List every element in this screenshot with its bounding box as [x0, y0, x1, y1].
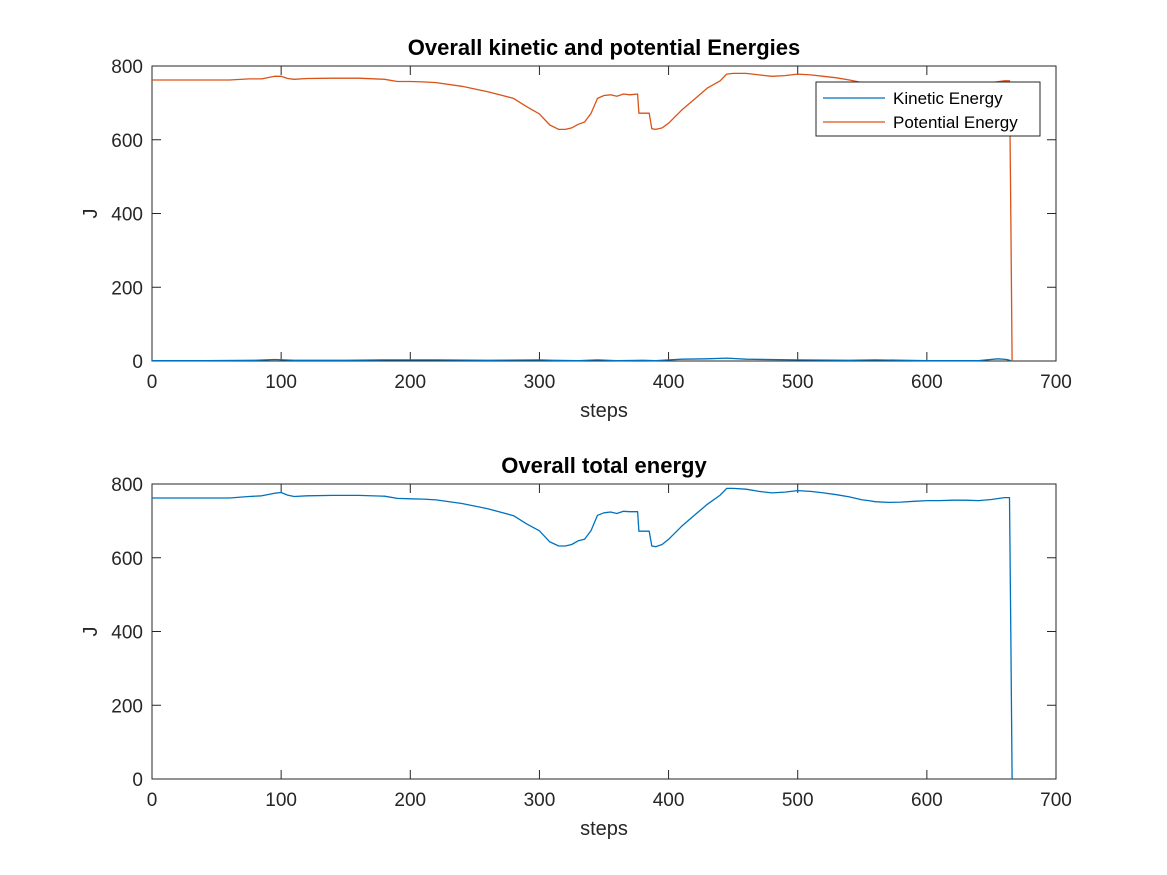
- x-tick-label: 600: [911, 372, 943, 393]
- x-tick-label: 100: [265, 790, 297, 811]
- x-tick-label: 400: [653, 790, 685, 811]
- plot-area: [151, 483, 1057, 780]
- legend: Kinetic Energy Potential Energy: [815, 81, 1041, 137]
- y-tick-label: 400: [111, 205, 143, 226]
- x-tick-label: 700: [1040, 372, 1072, 393]
- axis-ticks: 0 100 200 300 400 500 600 700 0 200 400 600 800: [111, 475, 1072, 811]
- x-axis-label: steps: [580, 400, 628, 422]
- y-tick-label: 600: [111, 549, 143, 570]
- axis-ticks: 0 100 200 300 400 500 600 700 0 200 400 600 800: [111, 57, 1072, 393]
- y-tick-label: 400: [111, 623, 143, 644]
- x-tick-label: 200: [394, 372, 426, 393]
- x-axis-label: steps: [580, 818, 628, 840]
- x-tick-label: 400: [653, 372, 685, 393]
- x-tick-label: 100: [265, 372, 297, 393]
- chart-title: Overall kinetic and potential Energies: [408, 35, 800, 60]
- x-tick-label: 200: [394, 790, 426, 811]
- chart-title: Overall total energy: [501, 453, 707, 478]
- x-tick-label: 500: [782, 790, 814, 811]
- y-tick-label: 800: [111, 475, 143, 496]
- series-line-0: [152, 357, 1013, 362]
- y-axis-label: J: [80, 627, 102, 637]
- kinetic-potential-subplot: Overall kinetic and potential Energies s…: [80, 35, 1072, 422]
- legend-label-potential: Potential Energy: [893, 113, 1018, 132]
- y-tick-label: 200: [111, 278, 143, 299]
- x-tick-label: 0: [147, 372, 158, 393]
- total-energy-subplot: Overall total energy steps J 0 100 200 300 4…: [80, 453, 1072, 840]
- series-line-0: [152, 487, 1013, 780]
- y-tick-label: 600: [111, 131, 143, 152]
- x-tick-label: 300: [524, 372, 556, 393]
- y-tick-label: 0: [132, 352, 143, 373]
- legend-box: [815, 81, 1041, 137]
- x-tick-label: 500: [782, 372, 814, 393]
- legend-label-kinetic: Kinetic Energy: [893, 89, 1003, 108]
- x-tick-label: 600: [911, 790, 943, 811]
- y-axis-label: J: [80, 209, 102, 219]
- x-tick-label: 0: [147, 790, 158, 811]
- x-tick-label: 700: [1040, 790, 1072, 811]
- y-tick-label: 200: [111, 696, 143, 717]
- y-tick-label: 0: [132, 770, 143, 791]
- y-tick-label: 800: [111, 57, 143, 78]
- series-layer: [152, 487, 1013, 780]
- x-tick-label: 300: [524, 790, 556, 811]
